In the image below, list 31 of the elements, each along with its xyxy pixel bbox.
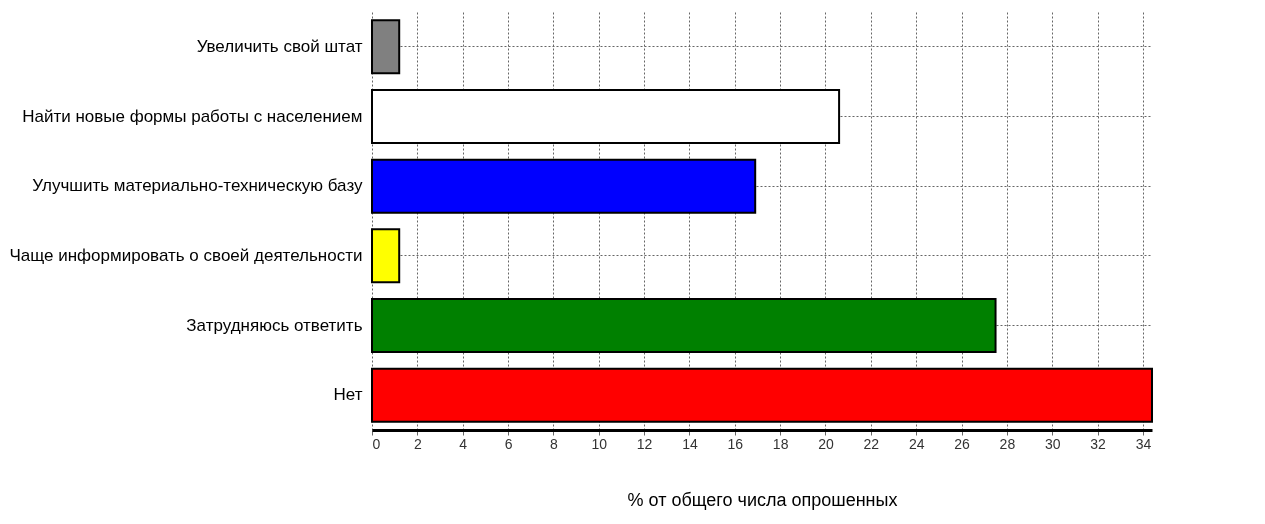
x-tick-label: 8 (550, 435, 558, 452)
x-tick-label: 4 (459, 435, 468, 452)
x-tick-label: 26 (954, 435, 971, 452)
bar (371, 158, 757, 214)
x-tick-label: 32 (1090, 435, 1107, 452)
x-tick-label: 28 (999, 435, 1016, 452)
y-tick-label: Нет (333, 385, 363, 405)
y-tick-label: Чаще информировать о своей деятельности (9, 245, 363, 265)
x-tick-label: 2 (413, 435, 422, 452)
y-tick-label: Увеличить свой штат (196, 36, 363, 56)
bar (371, 89, 841, 144)
x-tick-label: 24 (908, 435, 925, 452)
x-tick-label: 22 (863, 435, 880, 452)
bar (371, 367, 1153, 423)
y-tick-label: Улучшить материально-техническую базу (32, 176, 363, 196)
bar (371, 228, 401, 284)
x-tick-label: 14 (682, 435, 698, 452)
x-tick-label: 10 (591, 435, 608, 452)
x-tick-label: 16 (727, 435, 744, 452)
x-tick-label: 20 (818, 435, 834, 452)
x-tick-label: 12 (636, 435, 653, 452)
x-tick-label: 18 (772, 435, 789, 452)
x-axis-title: % от общего числа опрошенных (627, 489, 898, 510)
bar (371, 19, 401, 75)
x-tick-label: 34 (1135, 435, 1152, 452)
x-tick-label: 0 (372, 435, 381, 452)
x-tick-label: 30 (1044, 435, 1061, 452)
x-tick-label: 6 (504, 435, 513, 452)
bar (371, 298, 997, 353)
y-tick-label: Найти новые формы работы с населением (22, 106, 363, 126)
y-tick-label: Затрудняюсь ответить (186, 315, 363, 335)
